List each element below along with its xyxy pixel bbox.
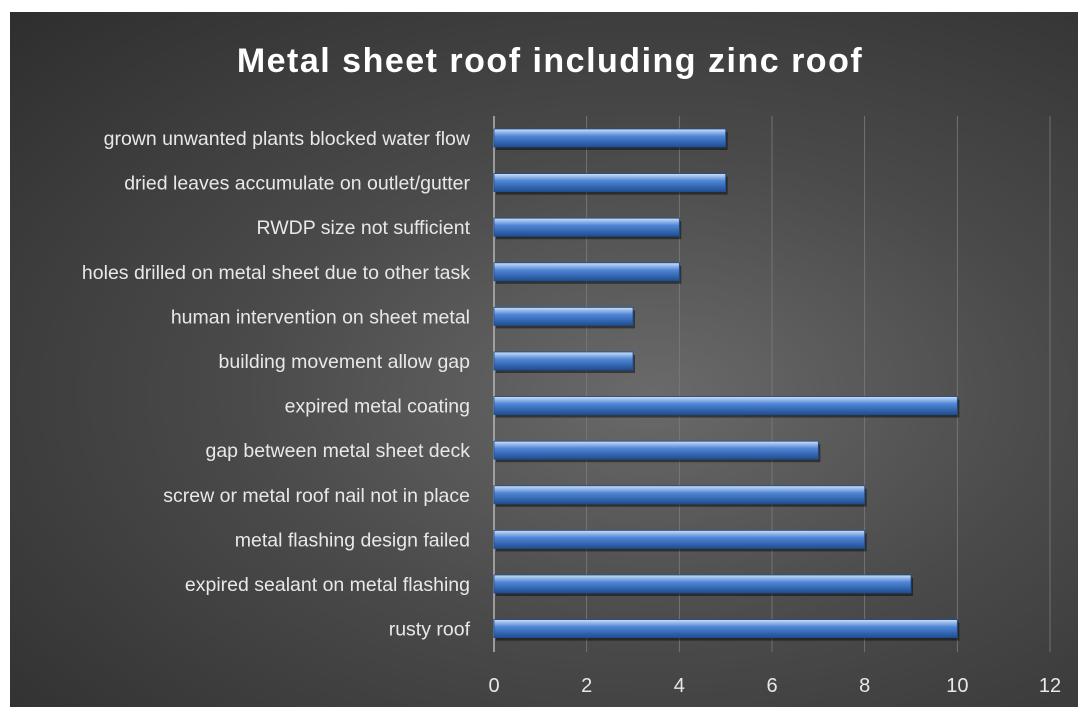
bar (494, 620, 957, 638)
category-label: expired sealant on metal flashing (185, 574, 470, 596)
bar (494, 397, 957, 415)
grid-lines (494, 116, 1050, 652)
category-label: RWDP size not sufficient (256, 217, 470, 239)
category-label: holes drilled on metal sheet due to othe… (82, 262, 470, 284)
category-label: expired metal coating (285, 396, 470, 418)
bar-chart: Metal sheet roof including zinc roof gro… (10, 12, 1078, 707)
category-label: building movement allow gap (219, 351, 471, 373)
bars (494, 129, 959, 641)
bar (494, 218, 679, 236)
bar (494, 129, 726, 147)
bar (494, 530, 865, 548)
category-label: screw or metal roof nail not in place (163, 485, 470, 507)
category-label: dried leaves accumulate on outlet/gutter (124, 173, 470, 195)
category-labels: grown unwanted plants blocked water flow… (82, 128, 471, 641)
bar (494, 174, 726, 192)
category-label: rusty roof (389, 619, 471, 641)
x-tick-label: 2 (581, 675, 592, 697)
x-axis-tick-labels: 0 2 4 6 8 10 12 (488, 675, 1061, 697)
bar (494, 307, 633, 325)
category-label: human intervention on sheet metal (171, 306, 470, 328)
x-tick-label: 8 (859, 675, 870, 697)
x-tick-label: 10 (946, 675, 968, 697)
chart-frame: Metal sheet roof including zinc roof gro… (10, 12, 1078, 707)
category-label: grown unwanted plants blocked water flow (104, 128, 471, 150)
x-tick-label: 4 (674, 675, 685, 697)
bar (494, 352, 633, 370)
category-label: gap between metal sheet deck (205, 440, 470, 462)
category-label: metal flashing design failed (235, 529, 470, 551)
chart-title: Metal sheet roof including zinc roof (237, 42, 863, 80)
bar (494, 575, 911, 593)
x-tick-label: 12 (1039, 675, 1061, 697)
bar (494, 441, 818, 459)
x-tick-label: 6 (766, 675, 777, 697)
bar (494, 486, 865, 504)
bar (494, 263, 679, 281)
x-tick-label: 0 (488, 675, 499, 697)
